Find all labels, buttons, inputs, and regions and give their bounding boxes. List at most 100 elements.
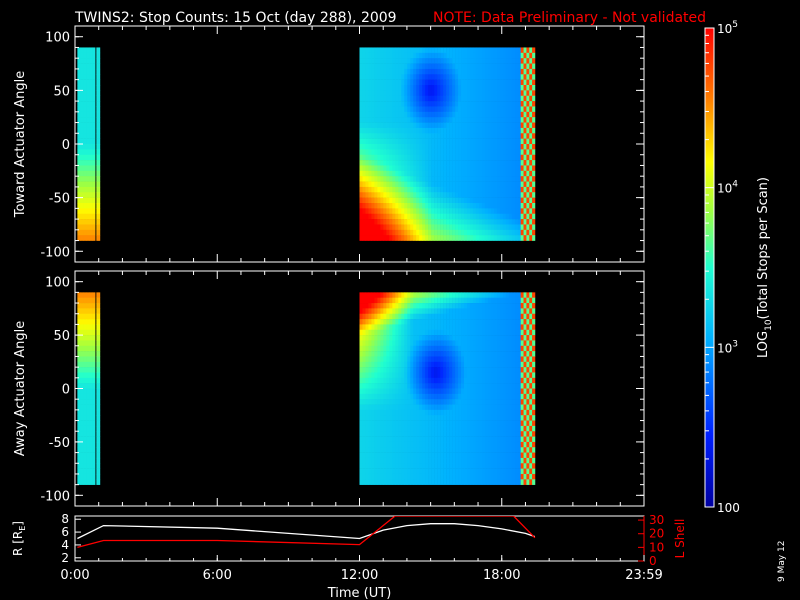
away-cell bbox=[416, 372, 420, 379]
toward-cell bbox=[490, 58, 495, 64]
toward-cell bbox=[380, 213, 384, 220]
away-cell bbox=[359, 351, 363, 357]
away-cell bbox=[425, 367, 429, 373]
toward-cell bbox=[484, 181, 489, 188]
away-cell bbox=[434, 308, 438, 315]
toward-cell bbox=[466, 138, 471, 145]
away-cell bbox=[371, 393, 375, 400]
away-cell bbox=[92, 361, 96, 368]
away-cell bbox=[368, 377, 372, 384]
away-cell bbox=[520, 388, 524, 395]
toward-cell bbox=[77, 170, 81, 177]
toward-cell bbox=[377, 127, 381, 134]
away-cell bbox=[469, 457, 474, 464]
toward-cell bbox=[425, 127, 429, 134]
away-cell bbox=[520, 313, 524, 320]
toward-cell bbox=[368, 144, 372, 150]
toward-cell bbox=[374, 117, 378, 123]
toward-cell bbox=[383, 229, 387, 236]
away-cell bbox=[77, 441, 81, 448]
toward-cell bbox=[98, 186, 101, 193]
toward-cell bbox=[446, 52, 450, 59]
toward-cell bbox=[443, 52, 447, 59]
away-cell bbox=[478, 441, 483, 448]
away-cell bbox=[529, 468, 533, 475]
toward-cell bbox=[496, 170, 501, 177]
toward-cell bbox=[434, 52, 438, 59]
away-cell bbox=[514, 457, 519, 464]
toward-cell bbox=[514, 101, 519, 107]
away-cell bbox=[463, 415, 468, 421]
toward-cell bbox=[437, 68, 441, 75]
away-cell bbox=[493, 431, 498, 437]
away-cell bbox=[461, 383, 465, 389]
toward-cell bbox=[404, 52, 408, 59]
toward-cell bbox=[529, 197, 533, 204]
toward-cell bbox=[517, 68, 522, 75]
toward-cell bbox=[493, 133, 498, 139]
away-cell bbox=[368, 383, 372, 389]
toward-cell bbox=[428, 186, 432, 193]
toward-cell bbox=[83, 235, 87, 241]
away-cell bbox=[434, 367, 438, 373]
toward-cell bbox=[377, 208, 381, 215]
away-cell bbox=[401, 479, 405, 485]
away-cell bbox=[466, 447, 471, 453]
toward-cell bbox=[472, 224, 477, 231]
toward-cell bbox=[389, 192, 393, 198]
away-cell bbox=[89, 431, 93, 437]
away-cell bbox=[77, 297, 81, 304]
away-cell bbox=[92, 452, 96, 459]
toward-cell bbox=[481, 52, 486, 59]
away-cell bbox=[505, 345, 510, 352]
away-cell bbox=[362, 297, 366, 304]
toward-cell bbox=[401, 219, 405, 225]
toward-cell bbox=[398, 138, 402, 145]
away-cell bbox=[425, 372, 429, 379]
away-cell bbox=[469, 383, 474, 389]
away-cell bbox=[520, 324, 524, 331]
toward-cell bbox=[413, 192, 417, 198]
toward-cell bbox=[401, 52, 405, 59]
toward-cell bbox=[386, 213, 390, 220]
away-cell bbox=[490, 319, 495, 325]
away-cell bbox=[461, 393, 465, 400]
away-cell bbox=[469, 297, 474, 304]
away-cell bbox=[425, 308, 429, 315]
away-cell bbox=[383, 388, 387, 395]
away-cell bbox=[461, 319, 465, 325]
away-cell bbox=[511, 345, 516, 352]
toward-cell bbox=[371, 58, 375, 64]
toward-cell bbox=[425, 208, 429, 215]
away-cell bbox=[449, 335, 453, 341]
away-cell bbox=[86, 463, 90, 469]
away-cell bbox=[365, 436, 369, 443]
away-cell bbox=[496, 447, 501, 453]
toward-cell bbox=[77, 160, 81, 166]
away-cell bbox=[469, 329, 474, 336]
away-cell bbox=[428, 473, 432, 480]
away-cell bbox=[83, 468, 87, 475]
away-cell bbox=[362, 356, 366, 363]
away-cell bbox=[383, 383, 387, 389]
away-cell bbox=[520, 340, 524, 347]
away-cell bbox=[80, 436, 84, 443]
toward-cell bbox=[481, 106, 486, 113]
toward-cell bbox=[529, 85, 533, 91]
away-cell bbox=[463, 303, 468, 309]
toward-cell bbox=[410, 213, 414, 220]
away-cell bbox=[437, 351, 441, 357]
toward-cell bbox=[443, 160, 447, 166]
toward-cell bbox=[89, 181, 93, 188]
away-cell bbox=[499, 356, 504, 363]
away-cell bbox=[383, 313, 387, 320]
away-cell bbox=[83, 297, 87, 304]
away-cell bbox=[452, 372, 456, 379]
away-cell bbox=[389, 441, 393, 448]
toward-cell bbox=[463, 149, 468, 156]
away-cell bbox=[392, 292, 396, 298]
toward-cell bbox=[96, 160, 99, 166]
toward-cell bbox=[422, 229, 426, 236]
toward-cell bbox=[407, 133, 411, 139]
toward-cell bbox=[449, 181, 453, 188]
